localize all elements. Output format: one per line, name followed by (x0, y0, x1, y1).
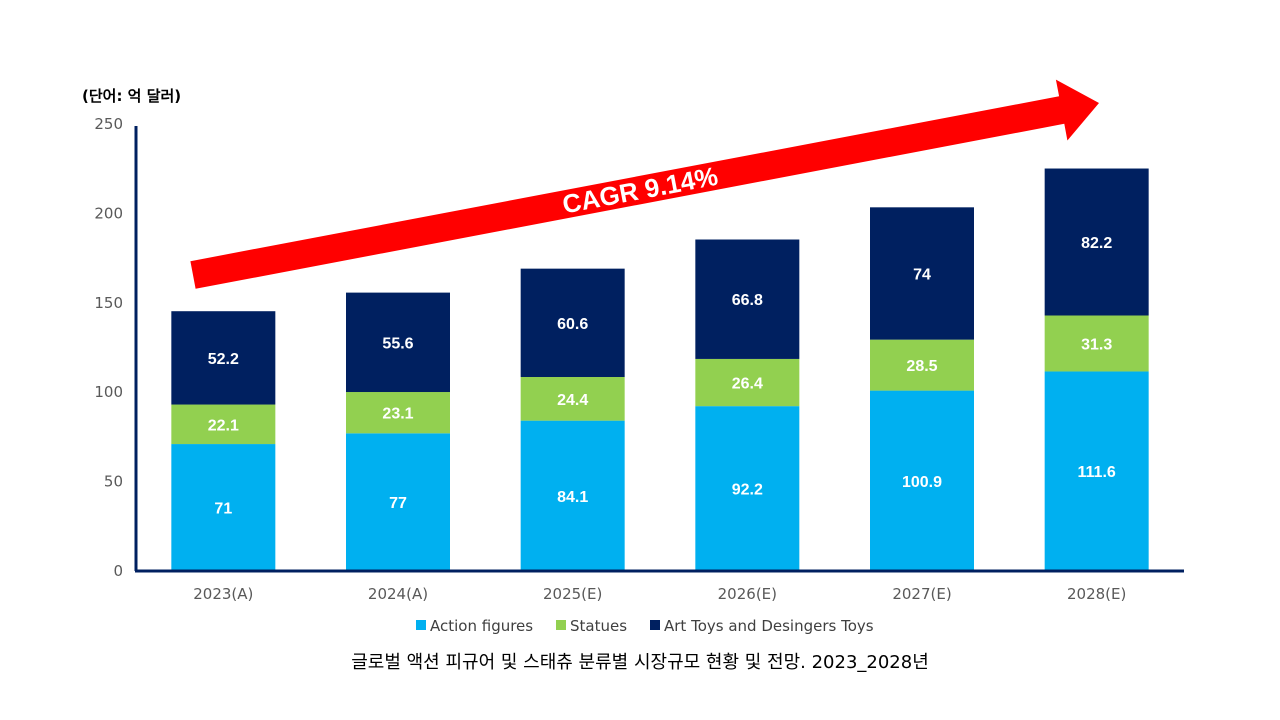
bar-art-toys-and-desingers-toys-2023-A (171, 311, 276, 405)
bar-action-figures-2023-A (171, 444, 276, 571)
bar-art-toys-and-desingers-toys-2024-A (346, 292, 450, 393)
data-label: 84.1 (557, 489, 588, 506)
legend-entry: Action figures (430, 617, 533, 635)
x-tick-label: 2023(A) (193, 585, 253, 603)
cagr-arrow (190, 79, 1099, 289)
data-label: 55.6 (382, 335, 413, 352)
data-label: 74 (913, 266, 931, 283)
bar-statues-2026-E (695, 358, 800, 407)
x-tick-label: 2026(E) (718, 585, 777, 603)
y-tick-label: 100 (94, 383, 123, 401)
legend-entry: Statues (570, 617, 627, 635)
y-tick-label: 250 (94, 115, 123, 133)
bar-statues-2027-E (870, 339, 974, 391)
x-tick-label: 2028(E) (1067, 585, 1126, 603)
bar-action-figures-2027-E (870, 390, 974, 571)
bar-art-toys-and-desingers-toys-2028-E (1044, 168, 1149, 316)
legend-swatch (650, 620, 660, 630)
unit-label: (단어: 억 달러) (82, 87, 181, 105)
data-label: 71 (214, 501, 232, 518)
chart-caption: 글로벌 액션 피규어 및 스태츄 분류별 시장규모 현황 및 전망. 2023_… (351, 652, 929, 673)
bar-art-toys-and-desingers-toys-2026-E (695, 239, 800, 359)
bar-art-toys-and-desingers-toys-2025-E (520, 268, 625, 378)
bar-statues-2028-E (1044, 315, 1149, 372)
legend-swatch (416, 620, 426, 630)
bar-action-figures-2024-A (346, 433, 450, 571)
data-label: 28.5 (906, 358, 937, 375)
data-label: 60.6 (557, 316, 588, 333)
data-label: 24.4 (557, 392, 588, 409)
bar-action-figures-2026-E (695, 406, 800, 571)
x-tick-label: 2024(A) (368, 585, 428, 603)
y-tick-label: 50 (104, 473, 123, 491)
bar-art-toys-and-desingers-toys-2027-E (870, 207, 974, 340)
x-tick-label: 2027(E) (892, 585, 951, 603)
y-tick-label: 200 (94, 204, 123, 222)
bar-action-figures-2028-E (1044, 371, 1149, 571)
data-label: 52.2 (208, 351, 239, 368)
data-label: 66.8 (732, 292, 763, 309)
data-label: 100.9 (902, 474, 942, 491)
data-label: 23.1 (382, 406, 413, 423)
data-label: 22.1 (208, 417, 239, 434)
data-label: 26.4 (732, 376, 763, 393)
legend-entry: Art Toys and Desingers Toys (664, 617, 874, 635)
data-label: 92.2 (732, 482, 763, 499)
y-tick-label: 150 (94, 294, 123, 312)
data-label: 111.6 (1078, 464, 1116, 481)
x-tick-label: 2025(E) (543, 585, 602, 603)
cagr-label: CAGR 9.14% (560, 161, 720, 220)
data-label: 82.2 (1081, 235, 1112, 252)
bar-statues-2024-A (346, 392, 450, 434)
y-tick-label: 0 (113, 562, 123, 580)
legend-swatch (556, 620, 566, 630)
bar-statues-2023-A (171, 404, 276, 445)
bar-action-figures-2025-E (520, 420, 625, 571)
data-label: 77 (389, 495, 407, 512)
bar-statues-2025-E (520, 377, 625, 421)
data-label: 31.3 (1081, 336, 1112, 353)
